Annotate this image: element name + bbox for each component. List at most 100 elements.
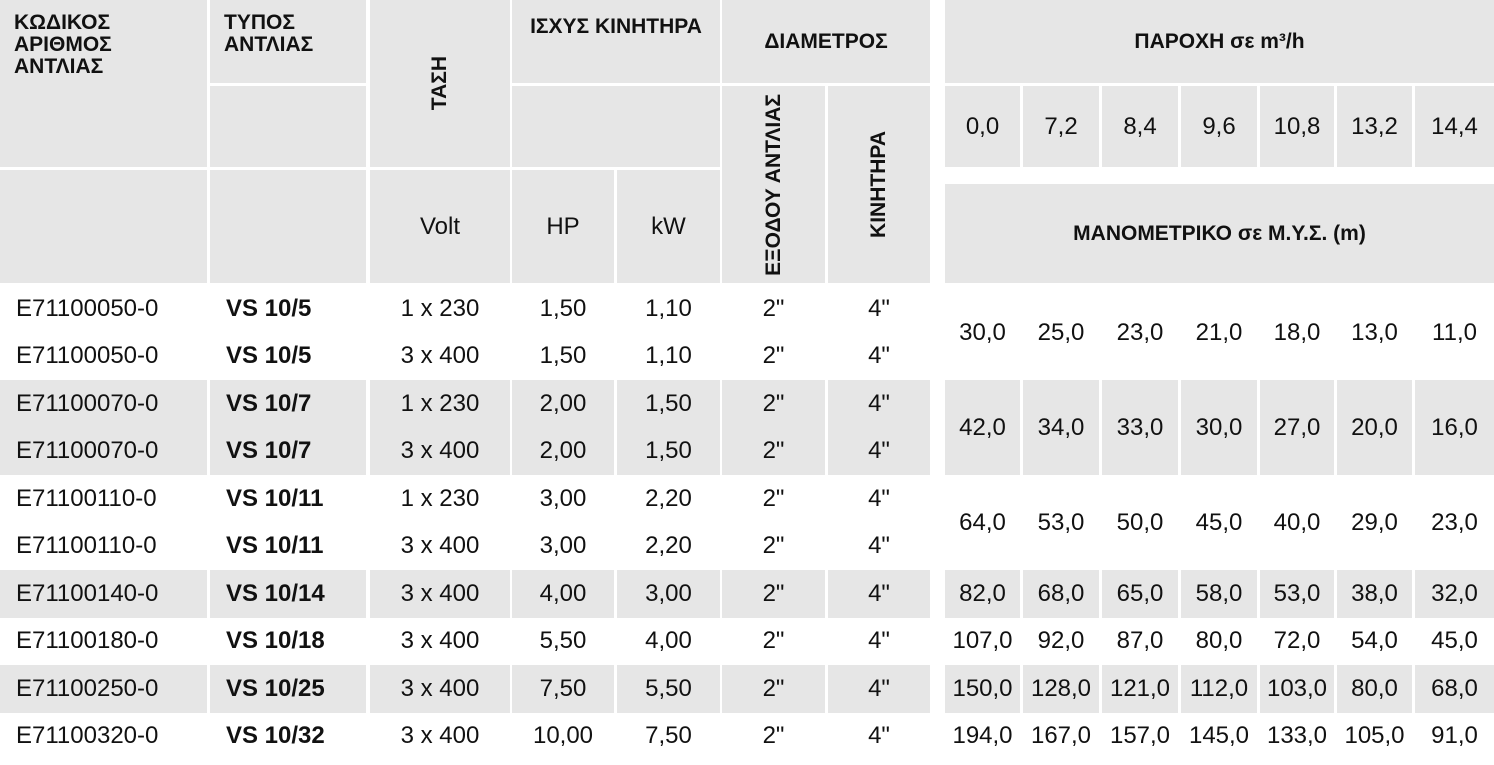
table-cell: 1,50 [539, 342, 587, 370]
head-value: 23,0 [1116, 318, 1164, 346]
table-cell: 1 x 230 [370, 380, 510, 428]
table-cell: 2" [762, 342, 785, 370]
table-cell: 3 x 400 [370, 570, 510, 618]
header-cell: HP [512, 170, 614, 283]
head-value: 82,0 [945, 570, 1020, 618]
flow-value: 8,4 [1102, 86, 1178, 167]
table-cell: 3 x 400 [400, 627, 480, 655]
header-cell-text: ΚΙΝΗΤΗΡΑ [867, 131, 890, 238]
head-value: 53,0 [1260, 570, 1334, 618]
table-cell: 2,20 [645, 484, 692, 512]
table-cell: 4,00 [645, 627, 692, 655]
table-cell: 1,10 [645, 294, 692, 322]
head-value: 68,0 [1023, 570, 1099, 618]
head-value: 45,0 [1195, 508, 1243, 536]
head-value: 112,0 [1181, 665, 1257, 713]
head-value: 128,0 [1023, 665, 1099, 713]
head-value: 13,0 [1351, 318, 1398, 346]
header-cell: ΤΑΣΗ [370, 0, 510, 167]
table-cell: 2" [762, 532, 785, 560]
head-value: 29,0 [1351, 508, 1398, 536]
flow-value: 10,8 [1260, 86, 1334, 167]
table-cell: VS 10/32 [226, 722, 325, 750]
table-cell: 4" [868, 532, 890, 560]
header-cell-text: ΤΑΣΗ [428, 56, 451, 111]
table-cell: E71100250-0 [0, 665, 207, 713]
table-cell: VS 10/7 [210, 380, 366, 428]
head-value: 38,0 [1337, 570, 1412, 618]
head-value: 16,0 [1415, 380, 1494, 475]
head-value: 103,0 [1260, 665, 1334, 713]
header-cell: ΔΙΑΜΕΤΡΟΣ [722, 0, 930, 83]
table-cell: 3 x 400 [370, 665, 510, 713]
table-cell: 4" [868, 294, 890, 322]
table-cell: 1,50 [617, 427, 720, 475]
header-cell: ΠΑΡΟΧΗ σε m³/h [945, 0, 1494, 83]
table-cell: E71100110-0 [16, 532, 157, 560]
header-cell [210, 86, 366, 167]
head-value: 30,0 [959, 318, 1006, 346]
table-cell: VS 10/14 [210, 570, 366, 618]
head-value: 92,0 [1037, 627, 1085, 655]
table-cell: 4" [868, 627, 890, 655]
flow-value: 14,4 [1415, 86, 1494, 167]
header-cell: ΜΑΝΟΜΕΤΡΙΚΟ σε Μ.Υ.Σ. (m) [945, 184, 1494, 283]
head-value: 30,0 [1181, 380, 1257, 475]
header-cell: Volt [370, 170, 510, 283]
head-value: 42,0 [945, 380, 1020, 475]
header-cell: ΚΙΝΗΤΗΡΑ [828, 86, 930, 283]
table-cell: E71100140-0 [0, 570, 207, 618]
header-cell: ΙΣΧΥΣ ΚΙΝΗΤΗΡΑ [512, 0, 720, 83]
header-cell [0, 170, 207, 283]
head-value: 32,0 [1415, 570, 1494, 618]
table-cell: 3 x 400 [400, 342, 480, 370]
table-cell: 4" [828, 427, 930, 475]
head-value: 34,0 [1023, 380, 1099, 475]
table-cell: VS 10/11 [226, 484, 324, 512]
head-value: 18,0 [1273, 318, 1321, 346]
head-value: 27,0 [1260, 380, 1334, 475]
table-cell: 10,00 [532, 722, 594, 750]
table-cell: 7,50 [512, 665, 614, 713]
table-cell: 4" [868, 722, 890, 750]
table-cell: 3 x 400 [370, 427, 510, 475]
table-cell: 3,00 [617, 570, 720, 618]
head-value: 105,0 [1344, 722, 1405, 750]
table-cell: 2" [762, 484, 785, 512]
table-cell: 4" [828, 665, 930, 713]
header-cell-text: ΕΞΟΔΟΥ ΑΝΤΛΙΑΣ [761, 93, 785, 276]
head-value: 167,0 [1030, 722, 1092, 750]
table-cell: 3,00 [539, 532, 587, 560]
head-value: 50,0 [1116, 508, 1164, 536]
table-cell: 2,00 [512, 380, 614, 428]
header-cell: kW [617, 170, 720, 283]
table-cell: 5,50 [539, 627, 587, 655]
table-cell: 4" [828, 570, 930, 618]
table-cell: VS 10/5 [226, 342, 312, 370]
table-cell: 3,00 [539, 484, 587, 512]
table-cell: E71100070-0 [0, 380, 207, 428]
table-cell: 2" [722, 570, 825, 618]
head-value: 21,0 [1195, 318, 1243, 346]
head-value: 20,0 [1337, 380, 1412, 475]
table-cell: 4" [868, 484, 890, 512]
table-cell: 1 x 230 [400, 484, 480, 512]
head-value: 68,0 [1415, 665, 1494, 713]
table-cell: 1,50 [617, 380, 720, 428]
table-cell: 2" [722, 380, 825, 428]
table-cell: 4" [828, 380, 930, 428]
table-cell: 1,10 [645, 342, 692, 370]
table-cell: 5,50 [617, 665, 720, 713]
head-value: 23,0 [1431, 508, 1478, 536]
table-cell: 2" [762, 294, 785, 322]
table-cell: 2,20 [645, 532, 692, 560]
head-value: 157,0 [1109, 722, 1171, 750]
header-cell: ΤΥΠΟΣ ΑΝΤΛΙΑΣ [210, 0, 366, 83]
head-value: 145,0 [1188, 722, 1250, 750]
table-cell: 7,50 [645, 722, 692, 750]
table-cell: E71100180-0 [16, 627, 159, 655]
table-cell: 3 x 400 [400, 722, 480, 750]
head-value: 54,0 [1351, 627, 1398, 655]
table-cell: 2" [722, 665, 825, 713]
table-cell: 3 x 400 [400, 532, 480, 560]
